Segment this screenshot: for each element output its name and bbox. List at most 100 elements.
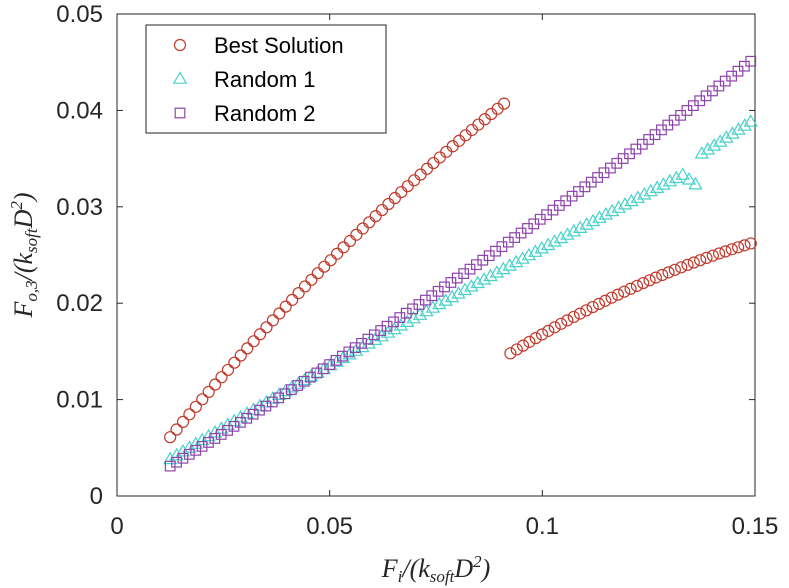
legend-label: Random 1 bbox=[214, 67, 316, 92]
data-point bbox=[592, 210, 607, 223]
data-point bbox=[630, 190, 646, 203]
data-point bbox=[253, 328, 267, 341]
data-point bbox=[662, 173, 678, 187]
y-tick-label: 0.02 bbox=[56, 290, 103, 317]
data-point bbox=[586, 300, 599, 314]
series-square bbox=[164, 55, 757, 472]
data-point bbox=[561, 314, 574, 327]
data-point bbox=[164, 460, 176, 472]
x-tick-label: 0.05 bbox=[306, 513, 353, 540]
data-point bbox=[220, 417, 236, 430]
data-point bbox=[234, 416, 246, 428]
data-point bbox=[516, 339, 530, 352]
data-point bbox=[572, 220, 588, 233]
data-point bbox=[510, 343, 523, 356]
data-point bbox=[712, 134, 728, 147]
data-point bbox=[380, 325, 396, 338]
data-point bbox=[534, 240, 549, 254]
data-point bbox=[630, 279, 644, 292]
data-point bbox=[285, 384, 297, 396]
data-point bbox=[209, 433, 221, 444]
legend-box bbox=[145, 24, 387, 134]
svg-text:Fo,3/(ksoftD2): Fo,3/(ksoftD2) bbox=[7, 192, 41, 318]
data-point bbox=[489, 265, 505, 278]
data-point bbox=[618, 285, 631, 298]
data-point bbox=[502, 258, 517, 271]
data-point bbox=[273, 307, 286, 320]
y-tick-label: 0.03 bbox=[56, 194, 103, 221]
data-point bbox=[202, 385, 215, 399]
data-point bbox=[713, 247, 726, 260]
data-point bbox=[363, 216, 376, 229]
series-circle bbox=[164, 97, 757, 444]
data-point bbox=[247, 335, 260, 348]
data-point bbox=[731, 241, 745, 254]
data-point bbox=[476, 272, 492, 285]
data-point bbox=[637, 186, 652, 200]
data-point bbox=[464, 279, 479, 292]
x-tick-label: 0.1 bbox=[526, 513, 559, 540]
data-point bbox=[222, 425, 233, 436]
data-point bbox=[176, 415, 190, 429]
data-point bbox=[239, 406, 255, 419]
data-point bbox=[737, 118, 752, 131]
data-point bbox=[542, 324, 555, 337]
data-point bbox=[305, 273, 318, 286]
data-point bbox=[643, 183, 658, 197]
legend-marker-circle bbox=[173, 38, 187, 52]
data-point bbox=[617, 196, 633, 210]
data-point bbox=[215, 371, 228, 384]
data-point bbox=[598, 206, 614, 220]
svg-text:Fi/(ksoftD2): Fi/(ksoftD2) bbox=[381, 552, 491, 586]
data-point bbox=[375, 203, 389, 217]
data-point bbox=[247, 408, 259, 420]
data-point bbox=[624, 282, 637, 295]
data-point bbox=[668, 263, 681, 276]
data-point bbox=[438, 293, 453, 306]
data-point bbox=[177, 452, 189, 464]
data-point bbox=[203, 437, 214, 448]
data-point bbox=[311, 267, 324, 280]
data-point bbox=[162, 451, 178, 465]
data-point bbox=[656, 177, 671, 190]
data-point bbox=[700, 251, 713, 264]
data-point bbox=[745, 55, 757, 67]
data-point bbox=[254, 404, 265, 416]
data-point bbox=[355, 339, 370, 353]
data-point bbox=[457, 282, 473, 296]
data-point bbox=[675, 167, 690, 180]
data-point bbox=[521, 247, 537, 261]
y-tick-label: 0.01 bbox=[56, 387, 103, 414]
data-point bbox=[350, 228, 363, 241]
y-axis-label: Fo,3/(ksoftD2) bbox=[7, 192, 41, 318]
data-point bbox=[292, 380, 304, 391]
data-point bbox=[611, 200, 626, 213]
data-point bbox=[496, 261, 511, 275]
data-point bbox=[175, 444, 191, 457]
data-point bbox=[279, 388, 291, 400]
data-point bbox=[286, 293, 299, 306]
data-point bbox=[228, 356, 241, 369]
data-point bbox=[528, 244, 543, 257]
data-point bbox=[419, 303, 434, 317]
data-point bbox=[687, 256, 700, 269]
data-point bbox=[425, 300, 441, 313]
data-point bbox=[719, 245, 732, 258]
data-point bbox=[643, 274, 656, 287]
data-point bbox=[669, 170, 684, 184]
data-point bbox=[560, 227, 575, 240]
data-point bbox=[731, 122, 746, 135]
data-point bbox=[725, 126, 740, 139]
data-point bbox=[656, 268, 669, 282]
data-point bbox=[183, 408, 196, 421]
data-point bbox=[553, 230, 569, 244]
data-point bbox=[194, 432, 210, 446]
data-point bbox=[675, 261, 688, 274]
y-tick-label: 0.04 bbox=[56, 97, 103, 124]
data-point bbox=[284, 380, 300, 393]
data-point bbox=[681, 172, 697, 185]
x-tick-label: 0 bbox=[110, 513, 123, 540]
data-point bbox=[738, 239, 751, 252]
data-point bbox=[164, 431, 177, 444]
